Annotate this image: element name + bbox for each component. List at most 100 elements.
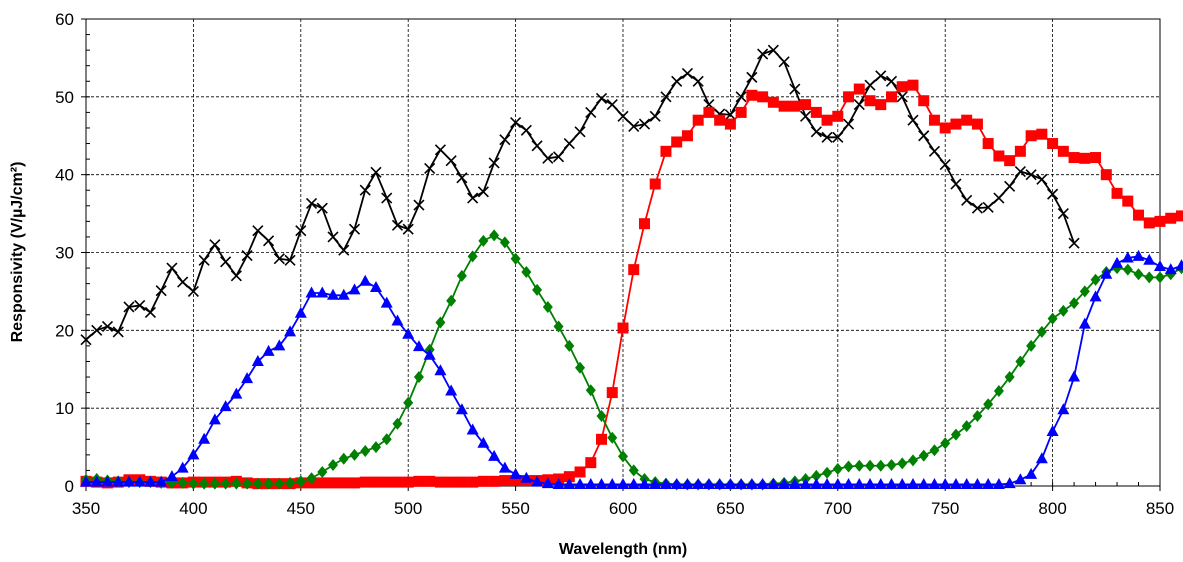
triangle-marker: [992, 477, 1005, 489]
square-marker: [971, 118, 983, 130]
triangle-marker: [541, 477, 554, 489]
diamond-marker: [961, 420, 972, 433]
square-marker: [800, 99, 812, 111]
square-marker: [349, 477, 360, 489]
x-marker: [606, 99, 618, 111]
square-marker: [585, 457, 597, 469]
x-marker: [1068, 237, 1080, 249]
triangle-marker: [1035, 452, 1048, 464]
triangle-marker: [821, 477, 834, 489]
triangle-marker: [649, 477, 662, 489]
square-marker: [918, 95, 930, 107]
x-marker: [467, 192, 479, 204]
diamond-marker: [1026, 339, 1037, 352]
diamond-marker: [897, 457, 908, 470]
square-marker: [381, 476, 393, 488]
diamond-marker: [1036, 325, 1047, 338]
x-marker: [252, 225, 264, 237]
diamond-marker: [446, 294, 457, 307]
x-marker: [692, 75, 704, 87]
triangle-marker: [982, 477, 995, 489]
diamond-marker: [907, 454, 918, 467]
diamond-marker: [188, 477, 199, 490]
diamond-marker: [370, 441, 381, 454]
diamond-marker: [618, 450, 628, 463]
x-marker: [778, 56, 790, 68]
square-marker: [907, 79, 919, 91]
diamond-marker: [1069, 297, 1080, 310]
square-marker: [499, 475, 511, 487]
x-marker: [402, 223, 414, 235]
square-marker: [821, 114, 833, 126]
x-marker: [381, 192, 393, 204]
triangle-marker: [466, 423, 479, 435]
square-marker: [993, 150, 1005, 162]
x-tick-label: 750: [931, 499, 959, 518]
square-marker: [961, 114, 973, 126]
x-tick-label: 550: [501, 499, 529, 518]
triangle-marker: [1089, 290, 1102, 302]
x-marker: [155, 285, 167, 297]
x-marker: [112, 326, 124, 338]
diamond-marker: [950, 428, 961, 441]
diamond-marker: [403, 396, 414, 409]
x-tick-label: 450: [287, 499, 315, 518]
x-marker: [134, 299, 146, 311]
diamond-marker: [252, 477, 263, 490]
x-tick-label: 400: [179, 499, 207, 518]
x-tick-label: 700: [824, 499, 852, 518]
triangle-marker: [627, 477, 640, 489]
x-marker: [1036, 173, 1048, 185]
square-marker: [681, 130, 693, 142]
y-tick-label: 40: [55, 166, 74, 185]
triangle-marker: [369, 281, 382, 293]
square-marker: [606, 387, 618, 399]
x-marker: [595, 92, 608, 104]
x-marker: [263, 235, 275, 247]
triangle-marker: [101, 475, 114, 487]
x-marker: [413, 199, 425, 211]
x-marker: [456, 172, 468, 184]
triangle-marker: [380, 296, 393, 308]
triangle-marker: [316, 286, 329, 298]
diamond-marker: [993, 385, 1004, 398]
x-marker: [348, 223, 361, 235]
square-marker: [445, 476, 457, 488]
square-marker: [1165, 212, 1177, 224]
triangle-marker: [1003, 477, 1016, 489]
square-marker: [596, 433, 608, 445]
diamond-marker: [1133, 268, 1144, 281]
x-marker: [327, 231, 339, 243]
x-marker: [918, 130, 930, 142]
triangle-marker: [606, 477, 619, 489]
x-marker: [499, 134, 511, 146]
square-marker: [1068, 152, 1080, 164]
square-marker: [810, 106, 822, 118]
x-marker: [284, 254, 296, 266]
x-marker: [488, 157, 500, 169]
triangle-marker: [670, 477, 683, 489]
square-marker: [1175, 210, 1183, 222]
square-marker: [1047, 138, 1059, 150]
square-marker: [327, 477, 339, 489]
diamond-marker: [875, 459, 886, 472]
triangle-marker: [327, 288, 340, 300]
triangle-marker: [584, 477, 597, 489]
diamond-marker: [317, 465, 328, 478]
x-marker: [810, 126, 822, 138]
diamond-marker: [209, 477, 220, 490]
grid-lines: [86, 19, 1160, 486]
triangle-marker: [563, 477, 576, 489]
triangle-marker: [831, 477, 844, 489]
diamond-marker: [1090, 273, 1101, 286]
triangle-marker: [659, 477, 672, 489]
triangle-marker: [198, 432, 211, 444]
x-marker: [391, 219, 404, 231]
diamond-marker: [285, 476, 296, 489]
diamond-marker: [1058, 304, 1069, 317]
triangle-marker: [864, 477, 877, 489]
diamond-marker: [1015, 355, 1026, 368]
x-tick-label: 600: [609, 499, 637, 518]
triangle-marker: [1068, 370, 1081, 382]
square-marker: [703, 106, 715, 118]
